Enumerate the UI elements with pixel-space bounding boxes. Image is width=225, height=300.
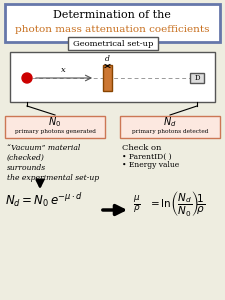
Text: $N_d$: $N_d$ xyxy=(163,115,177,129)
Text: • ParentID( ): • ParentID( ) xyxy=(122,153,172,161)
Text: Determination of the: Determination of the xyxy=(53,10,171,20)
Text: surrounds: surrounds xyxy=(7,164,46,172)
FancyBboxPatch shape xyxy=(120,116,220,138)
Bar xyxy=(10,52,215,102)
Text: (checked): (checked) xyxy=(7,154,45,162)
Text: Geometrical set-up: Geometrical set-up xyxy=(73,40,153,48)
Text: $= \ln\!\left(\dfrac{N_d}{N_0}\right)\!\dfrac{1}{\rho}$: $= \ln\!\left(\dfrac{N_d}{N_0}\right)\!\… xyxy=(148,190,205,218)
Bar xyxy=(190,73,204,83)
Text: x: x xyxy=(61,66,65,74)
Text: photon mass attenuation coefficients: photon mass attenuation coefficients xyxy=(15,26,209,34)
Text: D: D xyxy=(194,74,200,82)
Text: • Energy value: • Energy value xyxy=(122,161,179,169)
Bar xyxy=(103,65,112,91)
FancyBboxPatch shape xyxy=(68,37,158,50)
Text: primary photons detected: primary photons detected xyxy=(132,128,208,134)
FancyBboxPatch shape xyxy=(5,116,105,138)
FancyBboxPatch shape xyxy=(5,4,220,42)
Text: Check on: Check on xyxy=(122,144,161,152)
Text: $N_d = N_0\,e^{-\mu\cdot d}$: $N_d = N_0\,e^{-\mu\cdot d}$ xyxy=(5,191,83,209)
Text: d: d xyxy=(105,55,110,63)
Circle shape xyxy=(22,73,32,83)
Text: the experimental set-up: the experimental set-up xyxy=(7,174,99,182)
Text: $\frac{\mu}{\rho}$: $\frac{\mu}{\rho}$ xyxy=(133,193,141,215)
Text: primary photons generated: primary photons generated xyxy=(15,128,95,134)
Text: $N_0$: $N_0$ xyxy=(48,115,62,129)
Text: “Vacuum” material: “Vacuum” material xyxy=(7,144,80,152)
